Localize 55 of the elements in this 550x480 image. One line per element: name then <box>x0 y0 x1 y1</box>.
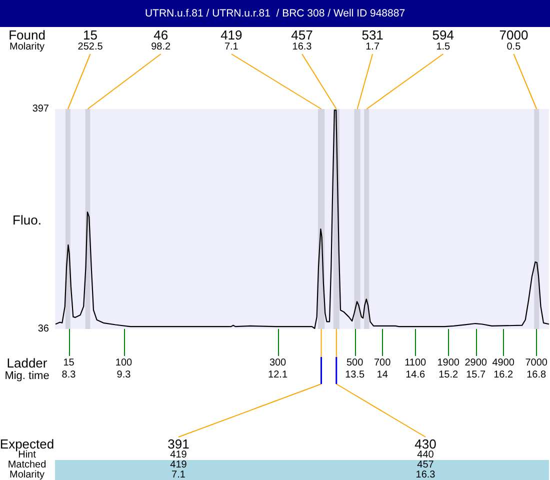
x-tick-label: 16.8 <box>526 370 547 380</box>
annotation: 100 <box>115 358 133 368</box>
band-label: 531 <box>362 28 384 42</box>
annotation: 4900 <box>492 358 515 368</box>
x-tick-label: 12.1 <box>268 370 288 380</box>
annotation: 1900 <box>437 358 460 368</box>
text: 419 <box>170 450 188 460</box>
band-label: 15 <box>83 28 98 42</box>
annotation: 1.7 <box>366 42 380 52</box>
annotation: 7000 <box>525 358 548 368</box>
x-tick-label: 9.3 <box>116 370 132 380</box>
text: Molarity <box>9 470 45 480</box>
band-label: 46 <box>154 28 168 42</box>
text: 7.1 <box>172 470 186 480</box>
x-tick-label: 13.5 <box>345 370 365 380</box>
band-label: 419 <box>220 28 242 42</box>
y-axis-title: Fluo. <box>12 212 42 228</box>
text: 440 <box>417 450 434 460</box>
annotation: 15 <box>63 358 75 368</box>
text: Expected <box>0 436 54 452</box>
band-label: 457 <box>291 28 313 42</box>
x-tick-label: 14 <box>376 370 388 380</box>
text: 457 <box>417 460 434 470</box>
text: Molarity <box>9 42 45 52</box>
annotation: 16.3 <box>292 42 312 52</box>
annotation: 0.5 <box>506 42 522 52</box>
annotation: 252.5 <box>78 42 104 52</box>
annotation: 430 <box>414 436 436 452</box>
x-tick-label: 15.7 <box>466 370 486 380</box>
annotation: 2900 <box>464 358 488 368</box>
annotation: 1100 <box>404 358 427 368</box>
annotation: 98.2 <box>151 42 172 52</box>
annotation: 391 <box>168 436 190 452</box>
text: Found <box>8 28 46 42</box>
band-label: 7000 <box>499 28 528 42</box>
annotation: 500 <box>346 358 364 368</box>
x-tick-label: 14.6 <box>406 370 426 380</box>
y-tick-label: 397 <box>32 104 50 114</box>
chart-title: UTRN.u.f.81 / UTRN.u.r.81 / BRC 308 / Well ID 948887 <box>144 8 406 20</box>
x-tick-label: 8.3 <box>62 370 76 380</box>
x-axis-title: Mig. time <box>4 370 50 382</box>
text: Hint <box>18 450 36 460</box>
annotation: 7.1 <box>224 42 239 52</box>
text: Matched <box>8 460 46 470</box>
band-label: 594 <box>432 28 454 42</box>
annotation: 300 <box>269 358 287 368</box>
text: 16.3 <box>416 470 436 480</box>
text: 419 <box>170 460 188 470</box>
line-series <box>55 110 550 329</box>
x-tick-label: 16.2 <box>494 370 514 380</box>
text: Ladder <box>6 356 48 370</box>
x-tick-label: 15.2 <box>438 370 458 380</box>
annotation: 700 <box>374 358 392 368</box>
annotation: 1.5 <box>436 42 451 52</box>
y-tick-label: 36 <box>38 324 50 334</box>
